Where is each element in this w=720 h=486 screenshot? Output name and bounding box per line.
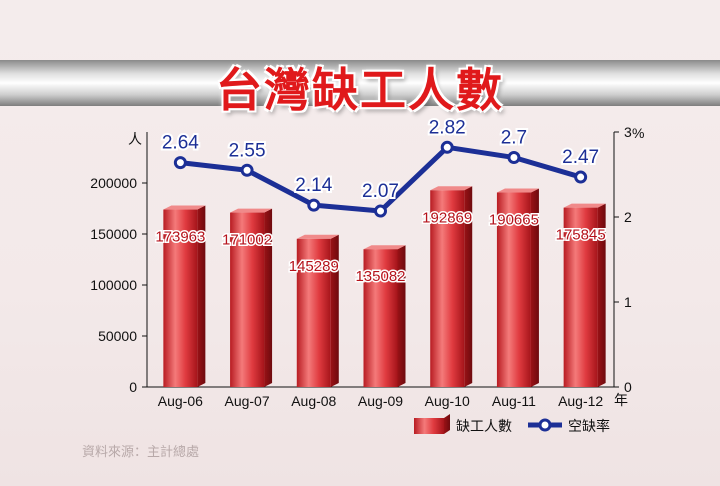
- bar: [230, 212, 265, 387]
- line-data-label: 2.55: [229, 140, 266, 161]
- x-tick-label: Aug-11: [492, 393, 536, 409]
- y-left-unit: 人: [128, 131, 142, 147]
- bar-side: [397, 245, 406, 387]
- legend: 缺工人數 空缺率: [414, 414, 610, 435]
- line-point: [574, 170, 588, 184]
- bar: [296, 238, 331, 387]
- bar-data-label: 175845: [556, 227, 606, 244]
- line-point: [307, 198, 321, 212]
- page-title: 台灣缺工人數: [216, 63, 504, 117]
- y-left-tick-label: 200000: [90, 175, 137, 191]
- x-tick-label: Aug-09: [358, 393, 403, 409]
- bar-top: [363, 245, 406, 250]
- bar-side: [264, 208, 273, 387]
- y-left-tick-label: 50000: [98, 328, 137, 344]
- bar-side: [330, 234, 339, 387]
- x-tick-label: Aug-12: [558, 393, 603, 409]
- y-right-tick-label: 1: [624, 294, 632, 310]
- legend-line-label: 空缺率: [568, 418, 610, 435]
- title-band: [0, 60, 720, 106]
- y-left-tick-label: 0: [129, 379, 137, 395]
- bar-data-label: 173963: [155, 229, 205, 246]
- x-tick-label: Aug-08: [291, 393, 336, 409]
- bar-data-label: 192869: [422, 209, 472, 226]
- y-right-unit: %: [632, 125, 644, 141]
- bar-top: [296, 234, 339, 239]
- line-data-label: 2.82: [429, 117, 466, 138]
- line-data-label: 2.47: [562, 147, 599, 168]
- y-left-tick-label: 100000: [90, 277, 137, 293]
- line-point: [507, 151, 521, 164]
- legend-bar-swatch: [414, 418, 444, 434]
- line-point: [173, 156, 187, 170]
- bar-top: [563, 203, 606, 208]
- bar-top: [163, 205, 206, 210]
- y-right-tick-label: 2: [624, 209, 632, 225]
- line-point: [374, 204, 387, 218]
- bar-top: [430, 186, 473, 191]
- bar-data-label: 145289: [289, 258, 339, 275]
- line-data-label: 2.7: [501, 128, 527, 149]
- bar-side: [597, 203, 606, 387]
- x-axis-unit: 年: [614, 392, 628, 408]
- y-right-tick-label: 3: [624, 124, 632, 140]
- line-point: [240, 163, 254, 177]
- axes: 0 50000 100000 150000 200000 人 0 1 2 3 % Aug-06 Aug-…: [90, 124, 644, 409]
- line-point: [440, 140, 454, 154]
- bar-top: [230, 208, 273, 213]
- line-data-label: 2.14: [295, 175, 332, 196]
- bar: [163, 209, 198, 387]
- x-tick-label: Aug-07: [224, 393, 269, 409]
- line-data-label: 2.07: [362, 181, 399, 202]
- legend-bar-swatch-side: [444, 414, 450, 434]
- bar-top: [496, 188, 539, 193]
- line-data-label: 2.64: [162, 133, 199, 154]
- bar-data-label: 171002: [222, 232, 272, 249]
- y-right-tick-label: 0: [624, 379, 632, 395]
- source-note: 資料來源：主計總處: [82, 444, 199, 460]
- bar: [363, 249, 398, 387]
- x-tick-label: Aug-10: [425, 393, 470, 409]
- bar: [430, 190, 465, 387]
- bar-data-label: 135082: [355, 268, 405, 285]
- bar: [496, 192, 531, 387]
- bar-data-label: 190665: [489, 212, 539, 229]
- y-left-tick-label: 150000: [90, 226, 137, 242]
- bar-side: [197, 205, 206, 387]
- bar-side: [530, 188, 539, 387]
- bar-side: [464, 186, 473, 387]
- bar: [563, 207, 598, 387]
- legend-bar-label: 缺工人數: [456, 419, 512, 435]
- bar-series: 173963 171002 145289 135082 192869 190665 1758…: [154, 186, 607, 387]
- x-tick-label: Aug-06: [158, 393, 203, 409]
- line-series: 2.64 2.55 2.14 2.07 2.82 2.7 2.47: [160, 115, 601, 218]
- legend-line-marker: [538, 418, 552, 432]
